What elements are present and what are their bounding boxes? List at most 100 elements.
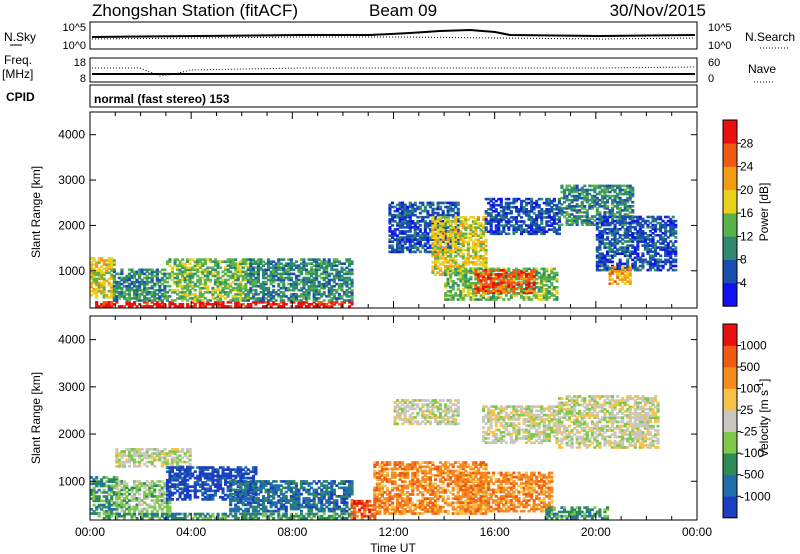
power-cell bbox=[552, 218, 556, 221]
power-cell bbox=[659, 246, 663, 249]
power-cell bbox=[406, 207, 410, 211]
power-cell bbox=[547, 203, 551, 207]
power-cell bbox=[236, 278, 240, 282]
power-cell bbox=[590, 217, 594, 220]
power-cell bbox=[302, 278, 306, 282]
power-cell bbox=[160, 288, 164, 292]
power-cell bbox=[418, 242, 422, 245]
power-cell bbox=[638, 230, 642, 233]
power-cell bbox=[487, 208, 491, 211]
power-cell bbox=[621, 238, 625, 241]
power-cell bbox=[507, 208, 511, 211]
power-cell bbox=[439, 213, 443, 217]
power-cell bbox=[307, 286, 311, 290]
velocity-cell bbox=[122, 452, 126, 455]
power-cell bbox=[234, 282, 238, 286]
power-cell bbox=[337, 282, 341, 286]
power-cell bbox=[603, 188, 607, 192]
power-cell bbox=[664, 240, 668, 243]
power-cell bbox=[464, 259, 468, 262]
power-cell bbox=[224, 280, 228, 284]
power-cell bbox=[479, 273, 483, 276]
power-cell bbox=[628, 278, 632, 281]
power-cell bbox=[484, 197, 488, 201]
power-cell bbox=[256, 301, 260, 304]
velocity-cell bbox=[168, 452, 172, 455]
power-cell bbox=[477, 250, 481, 254]
velocity-cell bbox=[277, 512, 281, 516]
power-cell bbox=[547, 212, 551, 215]
power-cell bbox=[669, 264, 673, 268]
power-cell bbox=[598, 254, 602, 258]
power-cell bbox=[165, 291, 169, 294]
power-cell bbox=[305, 282, 309, 286]
power-cell bbox=[661, 246, 665, 249]
power-cell bbox=[138, 282, 142, 286]
power-cell bbox=[337, 295, 341, 298]
power-cell bbox=[454, 232, 458, 236]
power-cell bbox=[315, 276, 319, 280]
power-cell bbox=[193, 282, 197, 286]
power-cell bbox=[148, 293, 152, 296]
cpid-text: normal (fast stereo) 153 bbox=[94, 92, 230, 106]
power-cell bbox=[535, 296, 539, 299]
power-cell bbox=[444, 230, 448, 233]
power-cell bbox=[466, 261, 470, 264]
power-cell bbox=[512, 287, 516, 290]
power-cell bbox=[423, 242, 427, 245]
power-cell bbox=[477, 254, 481, 258]
power-cell bbox=[406, 209, 410, 213]
power-cell bbox=[299, 270, 303, 274]
power-cell bbox=[127, 272, 131, 276]
power-cell bbox=[497, 273, 501, 276]
power-cell bbox=[547, 216, 551, 219]
velocity-region-2 bbox=[115, 448, 192, 468]
power-cell bbox=[563, 207, 567, 210]
power-cell bbox=[628, 194, 632, 198]
power-cell bbox=[514, 294, 518, 297]
power-cell bbox=[168, 258, 172, 261]
power-cell bbox=[299, 295, 303, 298]
power-cell bbox=[446, 259, 450, 262]
power-colorbar-tick-label: 4 bbox=[740, 276, 747, 290]
power-cell bbox=[580, 215, 584, 218]
power-cell bbox=[651, 223, 655, 227]
power-cell bbox=[585, 192, 589, 196]
power-cell bbox=[426, 234, 430, 237]
power-cell bbox=[446, 226, 450, 229]
power-cell bbox=[322, 291, 326, 294]
power-cell bbox=[97, 261, 101, 264]
power-cell bbox=[654, 219, 658, 223]
power-cell bbox=[431, 211, 435, 215]
power-cell bbox=[525, 292, 529, 295]
power-cell bbox=[643, 238, 647, 241]
power-cell bbox=[396, 228, 400, 231]
power-cell bbox=[181, 286, 185, 290]
power-cell bbox=[335, 270, 339, 274]
power-cell bbox=[593, 219, 597, 222]
velocity-cell bbox=[150, 452, 154, 455]
power-cell bbox=[234, 270, 238, 274]
velocity-cell bbox=[148, 454, 152, 458]
power-cell bbox=[664, 254, 668, 258]
power-cell bbox=[636, 238, 640, 241]
power-cell bbox=[555, 232, 559, 236]
velocity-cell bbox=[297, 516, 301, 520]
power-cell bbox=[186, 286, 190, 290]
power-cell bbox=[451, 271, 455, 275]
velocity-cell bbox=[92, 510, 96, 513]
power-cell bbox=[434, 238, 438, 242]
power-cell bbox=[272, 301, 276, 304]
power-cell bbox=[428, 224, 432, 227]
power-cell bbox=[611, 188, 615, 192]
velocity-cell bbox=[100, 484, 104, 488]
power-cell bbox=[203, 280, 207, 284]
power-cell bbox=[616, 252, 620, 255]
power-cell bbox=[497, 291, 501, 294]
power-cell bbox=[479, 246, 483, 250]
power-cell bbox=[251, 288, 255, 292]
power-cell bbox=[406, 215, 410, 219]
power-cell bbox=[585, 188, 589, 192]
power-cell bbox=[406, 205, 410, 209]
power-cell bbox=[431, 265, 435, 268]
